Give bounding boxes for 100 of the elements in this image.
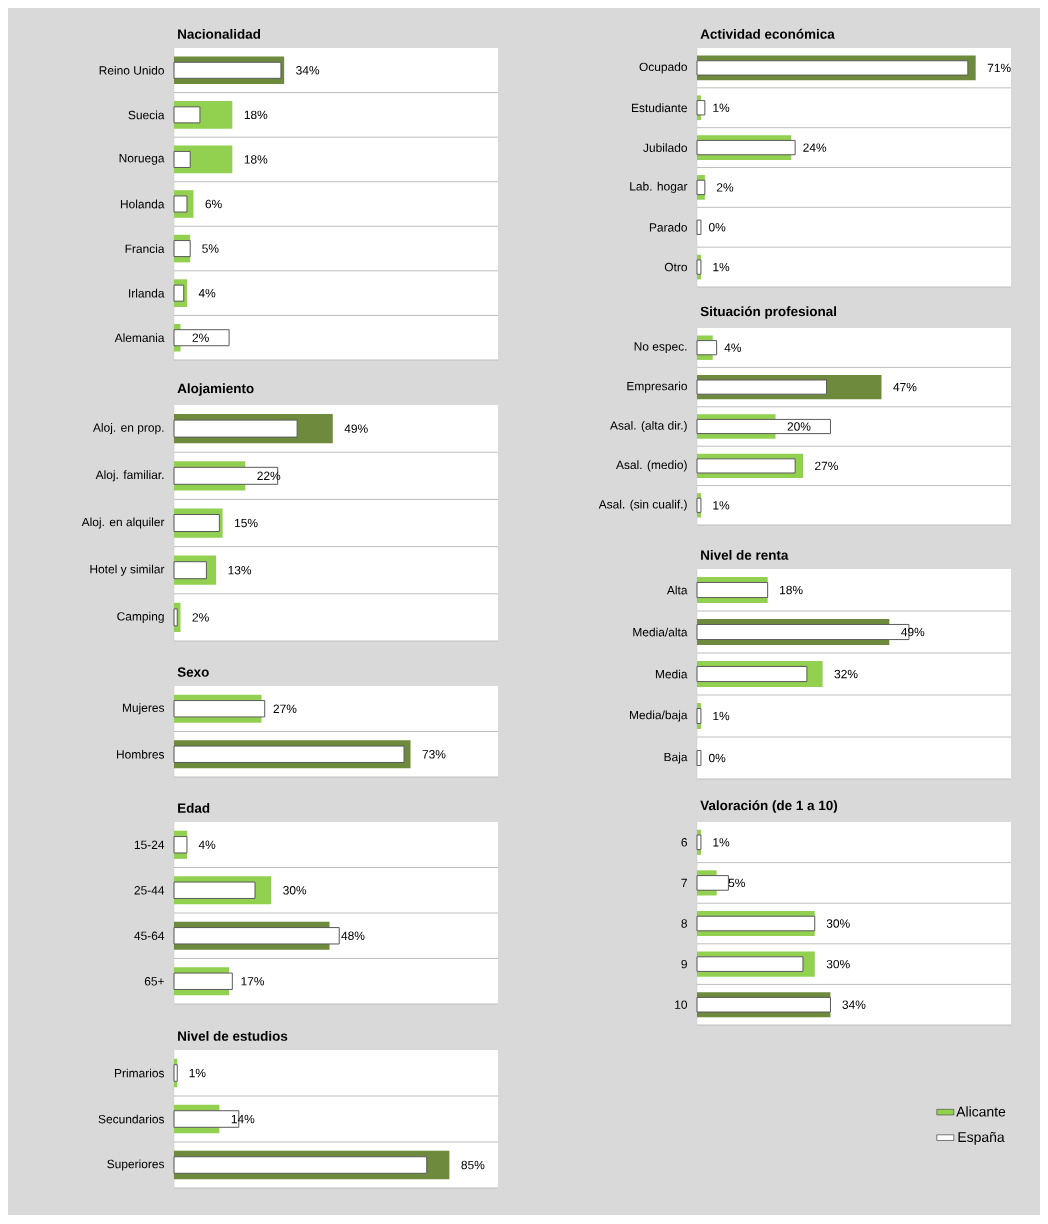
y-tick-label: No espec. <box>634 342 687 354</box>
data-label: 49% <box>344 424 368 433</box>
data-label: 1% <box>713 501 730 510</box>
data-label: 17% <box>241 977 265 986</box>
chart-title: Situación profesional <box>700 306 836 319</box>
y-tick-label: 7 <box>681 878 687 888</box>
chart-title: Nacionalidad <box>178 28 261 39</box>
y-tick-label: Aloj. familiar. <box>95 470 164 482</box>
data-label: 34% <box>296 66 320 75</box>
data-label: 24% <box>803 143 827 152</box>
y-tick-label: 9 <box>681 959 687 969</box>
y-tick-label: 25-44 <box>134 886 165 895</box>
chart-title: Nivel de estudios <box>178 1030 288 1041</box>
data-label: 27% <box>815 461 838 471</box>
data-label: 30% <box>826 919 850 928</box>
bar <box>173 881 256 899</box>
data-label: 14% <box>231 1114 255 1124</box>
y-tick-label: 6 <box>681 838 687 847</box>
y-tick-label: Suecia <box>128 110 165 120</box>
data-label: 49% <box>901 627 925 637</box>
chart-title: Alojamiento <box>177 383 254 396</box>
bar <box>173 150 191 168</box>
data-label: 32% <box>834 669 858 679</box>
y-tick-label: Reino Unido <box>99 65 164 75</box>
bar <box>173 745 405 763</box>
data-label: 30% <box>283 886 307 895</box>
y-tick-label: Estudiante <box>632 103 687 113</box>
y-tick-label: Parado <box>649 222 687 232</box>
chart-title: Nivel de renta <box>701 549 789 560</box>
bar <box>173 561 207 580</box>
bar <box>173 195 188 213</box>
y-tick-label: Otro <box>664 262 688 272</box>
legend-label: España <box>958 1131 1005 1145</box>
data-label: 48% <box>341 931 365 940</box>
data-label: 2% <box>192 613 209 622</box>
data-label: 1% <box>713 262 730 272</box>
data-label: 15% <box>235 518 258 528</box>
data-label: 18% <box>244 155 268 164</box>
y-tick-label: Aloj. en alquiler <box>81 517 165 529</box>
data-label: 1% <box>713 711 730 721</box>
y-tick-label: Aloj. en prop. <box>92 423 164 435</box>
y-tick-label: Camping <box>117 611 164 623</box>
data-label: 71% <box>987 63 1011 73</box>
y-tick-label: Baja <box>664 752 688 764</box>
y-tick-label: Media/baja <box>630 710 688 722</box>
y-tick-label: Mujeres <box>122 703 165 715</box>
y-tick-label: Irlanda <box>129 288 165 298</box>
data-label: 4% <box>198 840 216 849</box>
data-label: 1% <box>713 103 730 112</box>
bar <box>173 608 178 627</box>
data-label: 13% <box>228 565 252 575</box>
y-tick-label: Holanda <box>120 199 165 209</box>
y-tick-label: Alemania <box>114 333 165 343</box>
y-tick-label: Ocupado <box>639 62 687 74</box>
bar <box>173 61 282 79</box>
data-label: 4% <box>198 288 216 298</box>
y-tick-label: Francia <box>125 244 165 253</box>
data-label: 30% <box>826 959 850 969</box>
y-tick-label: Lab. hogar <box>630 181 688 193</box>
data-label: 5% <box>202 244 219 253</box>
data-label: 1% <box>713 838 730 847</box>
y-tick-label: 10 <box>675 1000 688 1009</box>
bar <box>173 284 185 302</box>
data-label: 0% <box>708 223 726 232</box>
y-tick-label: Empresario <box>627 381 687 393</box>
y-tick-label: Primarios <box>115 1068 165 1078</box>
bar <box>173 1156 428 1174</box>
chart-title: Actividad económica <box>700 28 835 39</box>
chart-title: Edad <box>178 802 210 813</box>
legend-label: Alicante <box>956 1106 1006 1117</box>
y-tick-label: Secundarios <box>98 1114 165 1124</box>
data-label: 18% <box>780 585 803 595</box>
y-tick-label: Noruega <box>119 154 165 165</box>
y-tick-label: Hombres <box>116 749 165 759</box>
data-label: 2% <box>192 333 209 342</box>
y-tick-label: Hotel y similar <box>90 564 165 576</box>
bar <box>173 419 298 438</box>
chart-title: Valoración (de 1 a 10) <box>700 800 838 813</box>
y-tick-label: Asal. (alta dir.) <box>610 420 687 433</box>
bar <box>696 379 828 395</box>
bar <box>696 458 796 474</box>
data-label: 34% <box>842 1000 866 1009</box>
y-tick-label: Alta <box>666 585 688 595</box>
y-tick-label: Asal. (sin cualif.) <box>598 499 687 511</box>
data-label: 22% <box>257 471 281 481</box>
y-tick-label: 65+ <box>144 977 164 986</box>
bar <box>173 106 201 124</box>
bar <box>173 514 220 532</box>
y-tick-label: 45-64 <box>134 931 165 940</box>
data-label: 27% <box>273 704 297 713</box>
data-label: 85% <box>461 1160 485 1170</box>
data-label: 1% <box>189 1068 206 1078</box>
data-label: 0% <box>708 753 726 763</box>
y-tick-label: Asal. (medio) <box>615 460 687 472</box>
data-label: 47% <box>893 382 917 392</box>
data-label: 4% <box>724 343 742 352</box>
data-label: 73% <box>422 750 446 759</box>
y-tick-label: Media/alta <box>633 627 688 637</box>
bar <box>696 665 808 683</box>
y-tick-label: Media <box>655 669 688 679</box>
